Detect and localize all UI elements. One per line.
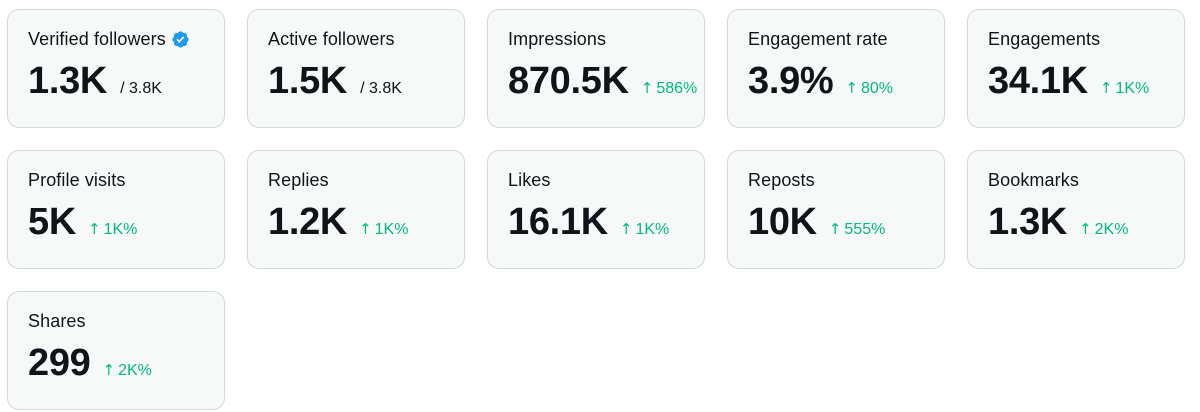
metric-label: Reposts <box>748 169 815 190</box>
metric-card-engagements[interactable]: Engagements 34.1K ↑ 1K% <box>967 9 1185 128</box>
metric-label: Verified followers <box>28 28 166 49</box>
metric-delta: ↑ 586% <box>641 79 698 98</box>
metric-value: 870.5K <box>508 60 629 102</box>
metric-card-reposts[interactable]: Reposts 10K ↑ 555% <box>727 150 945 269</box>
metric-delta: ↑ 1K% <box>88 220 137 239</box>
metric-label-row: Profile visits <box>28 169 204 191</box>
arrow-up-icon: ↑ <box>828 220 842 238</box>
metric-value-row: 10K ↑ 555% <box>748 200 924 244</box>
metric-label-row: Bookmarks <box>988 169 1164 191</box>
arrow-up-icon: ↑ <box>359 220 372 238</box>
metric-value: 1.5K <box>268 60 348 102</box>
metric-value-row: 870.5K ↑ 586% <box>508 59 697 103</box>
metric-value-row: 1.3K / 3.8K <box>28 59 204 103</box>
metric-value: 1.2K <box>268 201 348 243</box>
metric-value: 10K <box>748 201 817 243</box>
metric-delta-value: 2K% <box>1094 221 1129 238</box>
metric-value-row: 16.1K ↑ 1K% <box>508 200 684 244</box>
metric-card-shares[interactable]: Shares 299 ↑ 2K% <box>7 291 225 410</box>
metrics-grid: Verified followers 1.3K / 3.8K Active fo… <box>7 9 1185 410</box>
metric-value-row: 299 ↑ 2K% <box>28 341 204 385</box>
metric-label-row: Shares <box>28 310 204 332</box>
metric-delta: ↑ 2K% <box>103 361 152 380</box>
metric-delta-value: 1K% <box>635 221 670 238</box>
metric-label-row: Engagements <box>988 28 1164 50</box>
metric-value: 1.3K <box>28 60 108 102</box>
metric-delta: ↑ 80% <box>845 79 893 98</box>
metric-value-row: 5K ↑ 1K% <box>28 200 204 244</box>
metric-delta: ↑ 1K% <box>620 220 669 239</box>
metric-label: Active followers <box>268 28 395 49</box>
arrow-up-icon: ↑ <box>619 220 633 238</box>
metric-delta-value: 2K% <box>118 362 152 379</box>
arrow-up-icon: ↑ <box>1099 79 1113 97</box>
metric-delta: ↑ 1K% <box>1100 79 1149 98</box>
metric-delta: ↑ 2K% <box>1079 220 1128 239</box>
metric-label-row: Reposts <box>748 169 924 191</box>
metric-label-row: Engagement rate <box>748 28 924 50</box>
metric-delta-value: 586% <box>656 80 698 97</box>
metric-delta: ↑ 1K% <box>359 220 408 239</box>
metric-value-row: 1.5K / 3.8K <box>268 59 444 103</box>
metric-value-row: 34.1K ↑ 1K% <box>988 59 1164 103</box>
arrow-up-icon: ↑ <box>845 79 858 97</box>
metric-delta-value: 1K% <box>374 221 409 238</box>
metric-value-row: 1.3K ↑ 2K% <box>988 200 1164 244</box>
metric-label: Engagement rate <box>748 28 888 49</box>
metric-value: 3.9% <box>748 60 834 102</box>
metric-total: / 3.8K <box>360 80 402 97</box>
arrow-up-icon: ↑ <box>102 361 116 379</box>
arrow-up-icon: ↑ <box>87 220 101 238</box>
metric-label-row: Active followers <box>268 28 444 50</box>
metric-card-profile-visits[interactable]: Profile visits 5K ↑ 1K% <box>7 150 225 269</box>
metric-label: Bookmarks <box>988 169 1079 190</box>
metric-card-replies[interactable]: Replies 1.2K ↑ 1K% <box>247 150 465 269</box>
metric-card-active-followers[interactable]: Active followers 1.5K / 3.8K <box>247 9 465 128</box>
metric-delta-value: 1K% <box>1115 80 1150 97</box>
metric-value: 34.1K <box>988 60 1088 102</box>
metric-label: Replies <box>268 169 329 190</box>
metric-label-row: Replies <box>268 169 444 191</box>
arrow-up-icon: ↑ <box>640 79 654 97</box>
metric-card-likes[interactable]: Likes 16.1K ↑ 1K% <box>487 150 705 269</box>
metric-label: Impressions <box>508 28 607 49</box>
metric-delta-value: 1K% <box>103 221 138 238</box>
metric-delta-value: 80% <box>861 80 894 97</box>
metric-label: Likes <box>508 169 551 190</box>
metric-card-engagement-rate[interactable]: Engagement rate 3.9% ↑ 80% <box>727 9 945 128</box>
metric-label: Shares <box>28 310 86 331</box>
metric-value: 299 <box>28 342 91 384</box>
metric-value: 16.1K <box>508 201 608 243</box>
metric-label-row: Verified followers <box>28 28 204 50</box>
metric-delta: ↑ 555% <box>829 220 886 239</box>
metric-value-row: 3.9% ↑ 80% <box>748 59 924 103</box>
metric-label: Profile visits <box>28 169 126 190</box>
metric-card-bookmarks[interactable]: Bookmarks 1.3K ↑ 2K% <box>967 150 1185 269</box>
metric-value-row: 1.2K ↑ 1K% <box>268 200 444 244</box>
metric-label-row: Impressions <box>508 28 684 50</box>
metric-total: / 3.8K <box>120 80 162 97</box>
metric-card-impressions[interactable]: Impressions 870.5K ↑ 586% <box>487 9 705 128</box>
metric-delta-value: 555% <box>844 221 886 238</box>
metric-label: Engagements <box>988 28 1101 49</box>
metric-card-verified-followers[interactable]: Verified followers 1.3K / 3.8K <box>7 9 225 128</box>
metric-label-row: Likes <box>508 169 684 191</box>
arrow-up-icon: ↑ <box>1079 220 1092 238</box>
metric-value: 1.3K <box>988 201 1068 243</box>
verified-badge-icon <box>171 30 190 49</box>
metric-value: 5K <box>28 201 76 243</box>
